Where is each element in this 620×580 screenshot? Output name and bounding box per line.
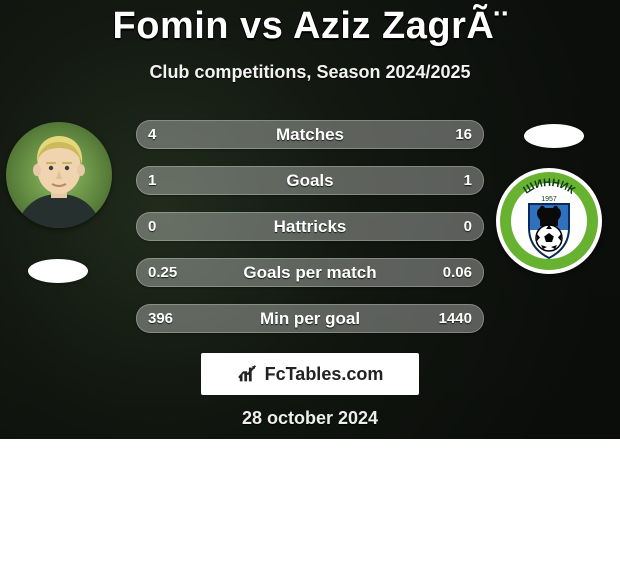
- player-left-avatar: [6, 122, 112, 228]
- player-right-club-crest: ШИННИК 1957: [496, 168, 602, 274]
- stat-right-value: 1440: [439, 304, 472, 333]
- stat-row: 396 Min per goal 1440: [136, 304, 484, 333]
- brand-box: FcTables.com: [201, 353, 419, 395]
- avatar-left-icon: [6, 122, 112, 228]
- page-title: Fomin vs Aziz ZagrÃ¨: [0, 5, 620, 48]
- stat-row: 1 Goals 1: [136, 166, 484, 195]
- stat-row: 4 Matches 16: [136, 120, 484, 149]
- stat-label: Goals: [136, 166, 484, 195]
- stat-right-value: 0.06: [443, 258, 472, 287]
- player-right-flag: [524, 124, 584, 148]
- crest-year: 1957: [541, 196, 557, 203]
- stat-row: 0 Hattricks 0: [136, 212, 484, 241]
- stat-right-value: 1: [464, 166, 472, 195]
- stat-label: Goals per match: [136, 258, 484, 287]
- stat-label: Matches: [136, 120, 484, 149]
- bar-chart-icon: [237, 363, 259, 385]
- stat-right-value: 16: [455, 120, 472, 149]
- club-crest-icon: ШИННИК 1957: [496, 168, 602, 274]
- page-subtitle: Club competitions, Season 2024/2025: [0, 62, 620, 83]
- lower-white-area: [0, 439, 620, 580]
- comparison-card: Fomin vs Aziz ZagrÃ¨ Club competitions, …: [0, 0, 620, 580]
- stat-right-value: 0: [464, 212, 472, 241]
- brand-text: FcTables.com: [265, 364, 384, 385]
- stat-row: 0.25 Goals per match 0.06: [136, 258, 484, 287]
- stat-label: Min per goal: [136, 304, 484, 333]
- stat-label: Hattricks: [136, 212, 484, 241]
- player-left-flag: [28, 259, 88, 283]
- date-text: 28 october 2024: [0, 408, 620, 429]
- stats-table: 4 Matches 16 1 Goals 1 0 Hattricks 0 0.2…: [136, 120, 484, 350]
